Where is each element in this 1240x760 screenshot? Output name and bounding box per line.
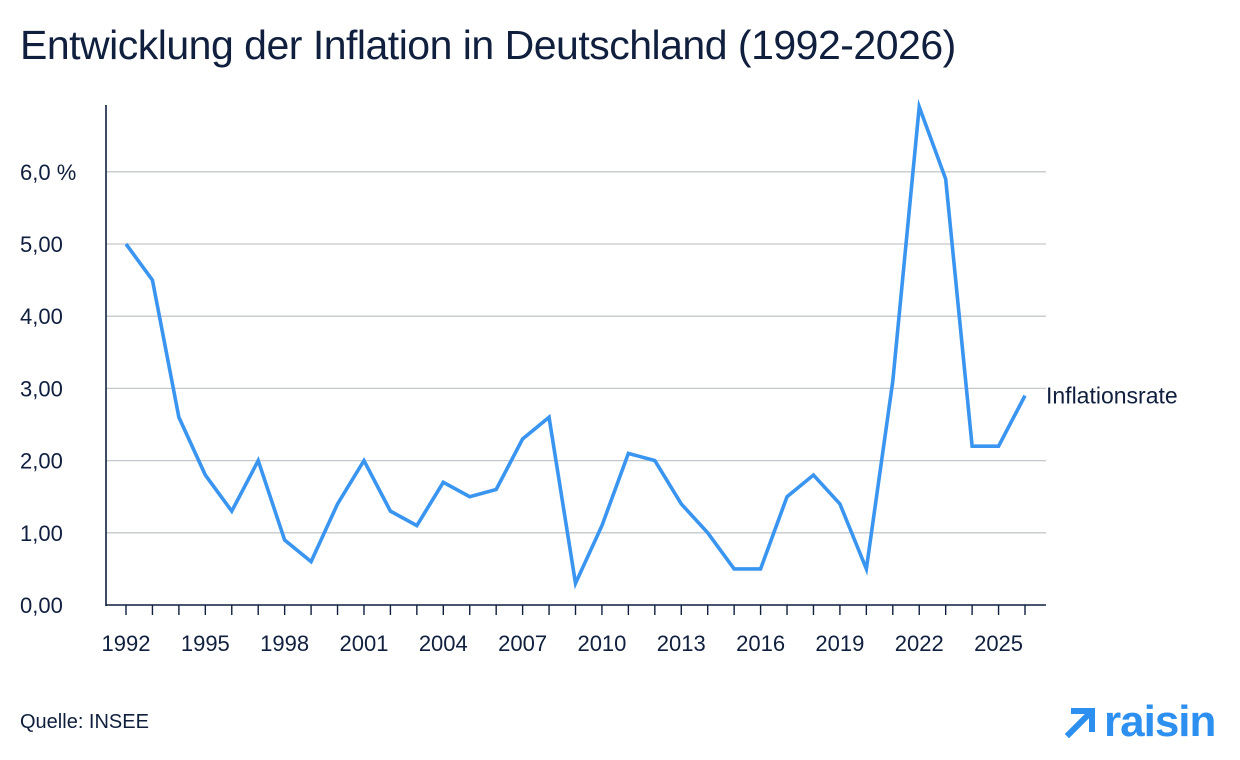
data-point [971,445,974,448]
data-point [257,459,260,462]
arrow-up-right-icon [1064,707,1096,739]
x-tick-label: 2004 [419,631,468,656]
data-point [786,495,789,498]
data-point [706,531,709,534]
data-point [627,452,630,455]
inflation-line-chart: 0,001,002,003,004,005,006,0 % 1992 1995 19… [20,98,1178,656]
data-point [812,474,815,477]
data-point [944,178,947,181]
data-point [468,495,471,498]
x-tick-label: 2019 [815,631,864,656]
series-label: Inflationsrate [1046,383,1178,409]
data-point [495,488,498,491]
data-point [838,502,841,505]
data-point [574,582,577,585]
x-axis-tick-labels: 1992 1995 1998 2001 2004 2007 2010 2013 2016 2019… [102,631,1024,656]
x-tick-label: 2013 [657,631,706,656]
x-tick-label: 2007 [498,631,547,656]
data-point [891,380,894,383]
y-tick-label: 6,0 % [20,160,76,185]
data-point [177,416,180,419]
x-tick-label: 2001 [339,631,388,656]
data-point [521,437,524,440]
y-tick-label: 0,00 [20,593,63,618]
data-point [336,502,339,505]
chart-title: Entwicklung der Inflation in Deutschland… [20,22,956,68]
y-tick-label: 4,00 [20,304,63,329]
x-tick-label: 2016 [736,631,785,656]
data-point [759,567,762,570]
y-tick-label: 2,00 [20,449,63,474]
data-point [680,502,683,505]
brand-name: raisin [1104,697,1216,746]
data-point [204,474,207,477]
y-tick-label: 1,00 [20,521,63,546]
x-tick-label: 2025 [974,631,1023,656]
data-point [230,510,233,513]
data-point [442,481,445,484]
grid-lines [106,171,1046,534]
series-layer: Inflationsrate [124,98,1178,590]
data-point [997,445,1000,448]
x-tick-label: 1992 [102,631,151,656]
data-point [283,539,286,542]
data-point [151,279,154,282]
axes [105,105,1046,615]
series-line-0 [124,98,1027,590]
y-axis-tick-labels: 0,00 1,00 2,00 3,00 4,00 5,00 6,0 % [20,160,76,618]
data-point [600,524,603,527]
x-tick-label: 2022 [895,631,944,656]
y-tick-label: 3,00 [20,376,63,401]
y-tick-label: 5,00 [20,232,63,257]
data-point [415,524,418,527]
data-point [310,560,313,563]
x-tick-label: 1995 [181,631,230,656]
brand-logo: raisin [1062,697,1216,746]
data-point [1024,394,1027,397]
data-point [918,105,921,108]
data-point [653,459,656,462]
x-tick-label: 2010 [577,631,626,656]
data-point [362,459,365,462]
data-point [548,416,551,419]
data-point [733,567,736,570]
source-note: Quelle: INSEE [20,711,149,733]
data-point [125,243,128,246]
x-tick-label: 1998 [260,631,309,656]
data-point [865,567,868,570]
data-point [389,510,392,513]
